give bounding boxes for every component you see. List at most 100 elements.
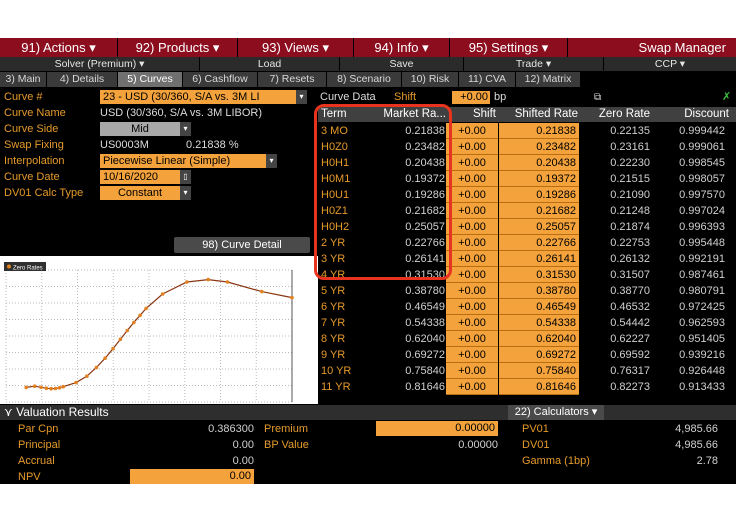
shifted-rate-input[interactable]: 0.21682 <box>499 203 579 219</box>
curve-name-row: Curve Name USD (30/360, S/A vs. 3M LIBOR… <box>0 106 318 121</box>
tab-resets[interactable]: 7) Resets <box>258 72 326 87</box>
curve-num-row: Curve # 23 - USD (30/360, S/A vs. 3M LI … <box>0 90 318 105</box>
shift-input[interactable]: +0.00 <box>446 347 498 363</box>
shift-input[interactable]: +0.00 <box>446 363 498 379</box>
shift-input[interactable]: +0.00 <box>446 203 498 219</box>
tab-scenario[interactable]: 8) Scenario <box>327 72 401 87</box>
market-rate-cell: 0.25057 <box>405 221 445 233</box>
zero-rate-cell: 0.21248 <box>610 205 650 217</box>
solver-dropdown[interactable]: Solver (Premium) ▾ <box>0 57 200 71</box>
market-rate-cell: 0.54338 <box>405 317 445 329</box>
save-button[interactable]: Save <box>340 57 464 71</box>
tab-risk[interactable]: 10) Risk <box>402 72 458 87</box>
trade-dropdown[interactable]: Trade ▾ <box>464 57 604 71</box>
shift-input[interactable]: +0.00 <box>446 219 498 235</box>
shifted-rate-input[interactable]: 0.25057 <box>499 219 579 235</box>
chart-point <box>44 386 49 390</box>
calendar-icon[interactable]: ▯ <box>180 170 191 184</box>
chart-point <box>85 374 89 378</box>
actions-menu[interactable]: 91) Actions ▾ <box>0 38 118 57</box>
curve-date-field[interactable]: 10/16/2020 <box>100 170 180 184</box>
shifted-rate-input[interactable]: 0.54338 <box>499 315 579 331</box>
shift-input[interactable]: +0.00 <box>446 155 498 171</box>
valuation-results-title[interactable]: ⋎ Valuation Results <box>4 405 109 419</box>
shift-input[interactable]: +0.00 <box>446 123 498 139</box>
shifted-rate-input[interactable]: 0.19286 <box>499 187 579 203</box>
curve-num-field[interactable]: 23 - USD (30/360, S/A vs. 3M LI <box>100 90 296 104</box>
shift-input[interactable]: +0.00 <box>446 267 498 283</box>
shift-input[interactable]: +0.00 <box>446 331 498 347</box>
chart-point <box>260 289 264 294</box>
interpolation-dropdown-icon[interactable]: ▾ <box>266 154 277 168</box>
curve-side-field[interactable]: Mid <box>100 122 180 136</box>
zero-rate-cell: 0.21874 <box>610 221 650 233</box>
table-row: 3 YR 0.26141 +0.00 0.26141 0.26132 0.992191 <box>318 251 736 267</box>
dv01-calc-field[interactable]: Constant <box>100 186 180 200</box>
shifted-rate-input[interactable]: 0.23482 <box>499 139 579 155</box>
shift-input[interactable]: +0.00 <box>446 315 498 331</box>
curve-num-dropdown-icon[interactable]: ▾ <box>296 90 307 104</box>
tab-cva[interactable]: 11) CVA <box>459 72 515 87</box>
shifted-rate-input[interactable]: 0.31530 <box>499 267 579 283</box>
table-row: 9 YR 0.69272 +0.00 0.69272 0.69592 0.939216 <box>318 347 736 363</box>
chart-point <box>206 277 210 282</box>
chart-legend-box <box>4 262 46 271</box>
shift-input[interactable]: +0.00 <box>446 235 498 251</box>
calculators-button[interactable]: 22) Calculators ▾ <box>508 405 604 420</box>
copy-icon[interactable]: ⧉ <box>594 92 602 103</box>
shift-input[interactable]: +0.00 <box>446 299 498 315</box>
shifted-rate-input[interactable]: 0.69272 <box>499 347 579 363</box>
header-shift: Shift <box>472 108 496 120</box>
views-menu[interactable]: 93) Views ▾ <box>238 38 354 57</box>
chart-point <box>32 384 37 388</box>
shifted-rate-input[interactable]: 0.38780 <box>499 283 579 299</box>
discount-cell: 0.913433 <box>679 381 725 393</box>
shift-input[interactable]: +0.00 <box>446 139 498 155</box>
shifted-rate-input[interactable]: 0.75840 <box>499 363 579 379</box>
chart-point <box>160 292 165 296</box>
excel-export-icon[interactable]: ✗ <box>722 91 732 103</box>
global-shift-input[interactable]: +0.00 <box>452 91 490 104</box>
table-row: H0H2 0.25057 +0.00 0.25057 0.21874 0.996393 <box>318 219 736 235</box>
chart-legend-label: Zero Rates <box>13 266 43 272</box>
tab-main[interactable]: 3) Main <box>0 72 46 87</box>
npv-field[interactable]: 0.00 <box>130 469 254 484</box>
shifted-rate-input[interactable]: 0.26141 <box>499 251 579 267</box>
discount-cell: 0.972425 <box>679 301 725 313</box>
shift-input[interactable]: +0.00 <box>446 251 498 267</box>
table-row: H0U1 0.19286 +0.00 0.19286 0.21090 0.997570 <box>318 187 736 203</box>
tab-curves[interactable]: 5) Curves <box>118 72 182 87</box>
shift-input[interactable]: +0.00 <box>446 283 498 299</box>
tab-details[interactable]: 4) Details <box>47 72 117 87</box>
shifted-rate-input[interactable]: 0.19372 <box>499 171 579 187</box>
swap-fixing-label: Swap Fixing <box>4 139 64 151</box>
shifted-rate-input[interactable]: 0.81646 <box>499 379 579 395</box>
shifted-rate-input[interactable]: 0.20438 <box>499 155 579 171</box>
ccp-dropdown[interactable]: CCP ▾ <box>654 58 686 70</box>
shift-input[interactable]: +0.00 <box>446 187 498 203</box>
dv01-calc-dropdown-icon[interactable]: ▾ <box>180 186 191 200</box>
premium-field[interactable]: 0.00000 <box>376 421 498 436</box>
term-cell: 9 YR <box>321 349 346 361</box>
shifted-rate-input[interactable]: 0.22766 <box>499 235 579 251</box>
tab-matrix[interactable]: 12) Matrix <box>516 72 580 87</box>
load-button[interactable]: Load <box>200 57 340 71</box>
interpolation-field[interactable]: Piecewise Linear (Simple) <box>100 154 266 168</box>
curve-side-dropdown-icon[interactable]: ▾ <box>180 122 191 136</box>
curve-detail-button[interactable]: 98) Curve Detail <box>174 237 310 253</box>
curve-num-label: Curve # <box>4 91 43 103</box>
products-menu[interactable]: 92) Products ▾ <box>118 38 238 57</box>
shifted-rate-input[interactable]: 0.21838 <box>499 123 579 139</box>
tab-cashflow[interactable]: 6) Cashflow <box>183 72 257 87</box>
discount-cell: 0.998545 <box>679 157 725 169</box>
term-cell: H0H1 <box>321 157 350 169</box>
term-cell: 11 YR <box>321 381 351 393</box>
info-menu[interactable]: 94) Info ▾ <box>354 38 450 57</box>
par-cpn-label: Par Cpn <box>18 423 59 435</box>
shifted-rate-input[interactable]: 0.46549 <box>499 299 579 315</box>
discount-cell: 0.997024 <box>679 205 725 217</box>
shift-input[interactable]: +0.00 <box>446 171 498 187</box>
shift-input[interactable]: +0.00 <box>446 379 498 395</box>
shifted-rate-input[interactable]: 0.62040 <box>499 331 579 347</box>
settings-menu[interactable]: 95) Settings ▾ <box>450 38 568 57</box>
